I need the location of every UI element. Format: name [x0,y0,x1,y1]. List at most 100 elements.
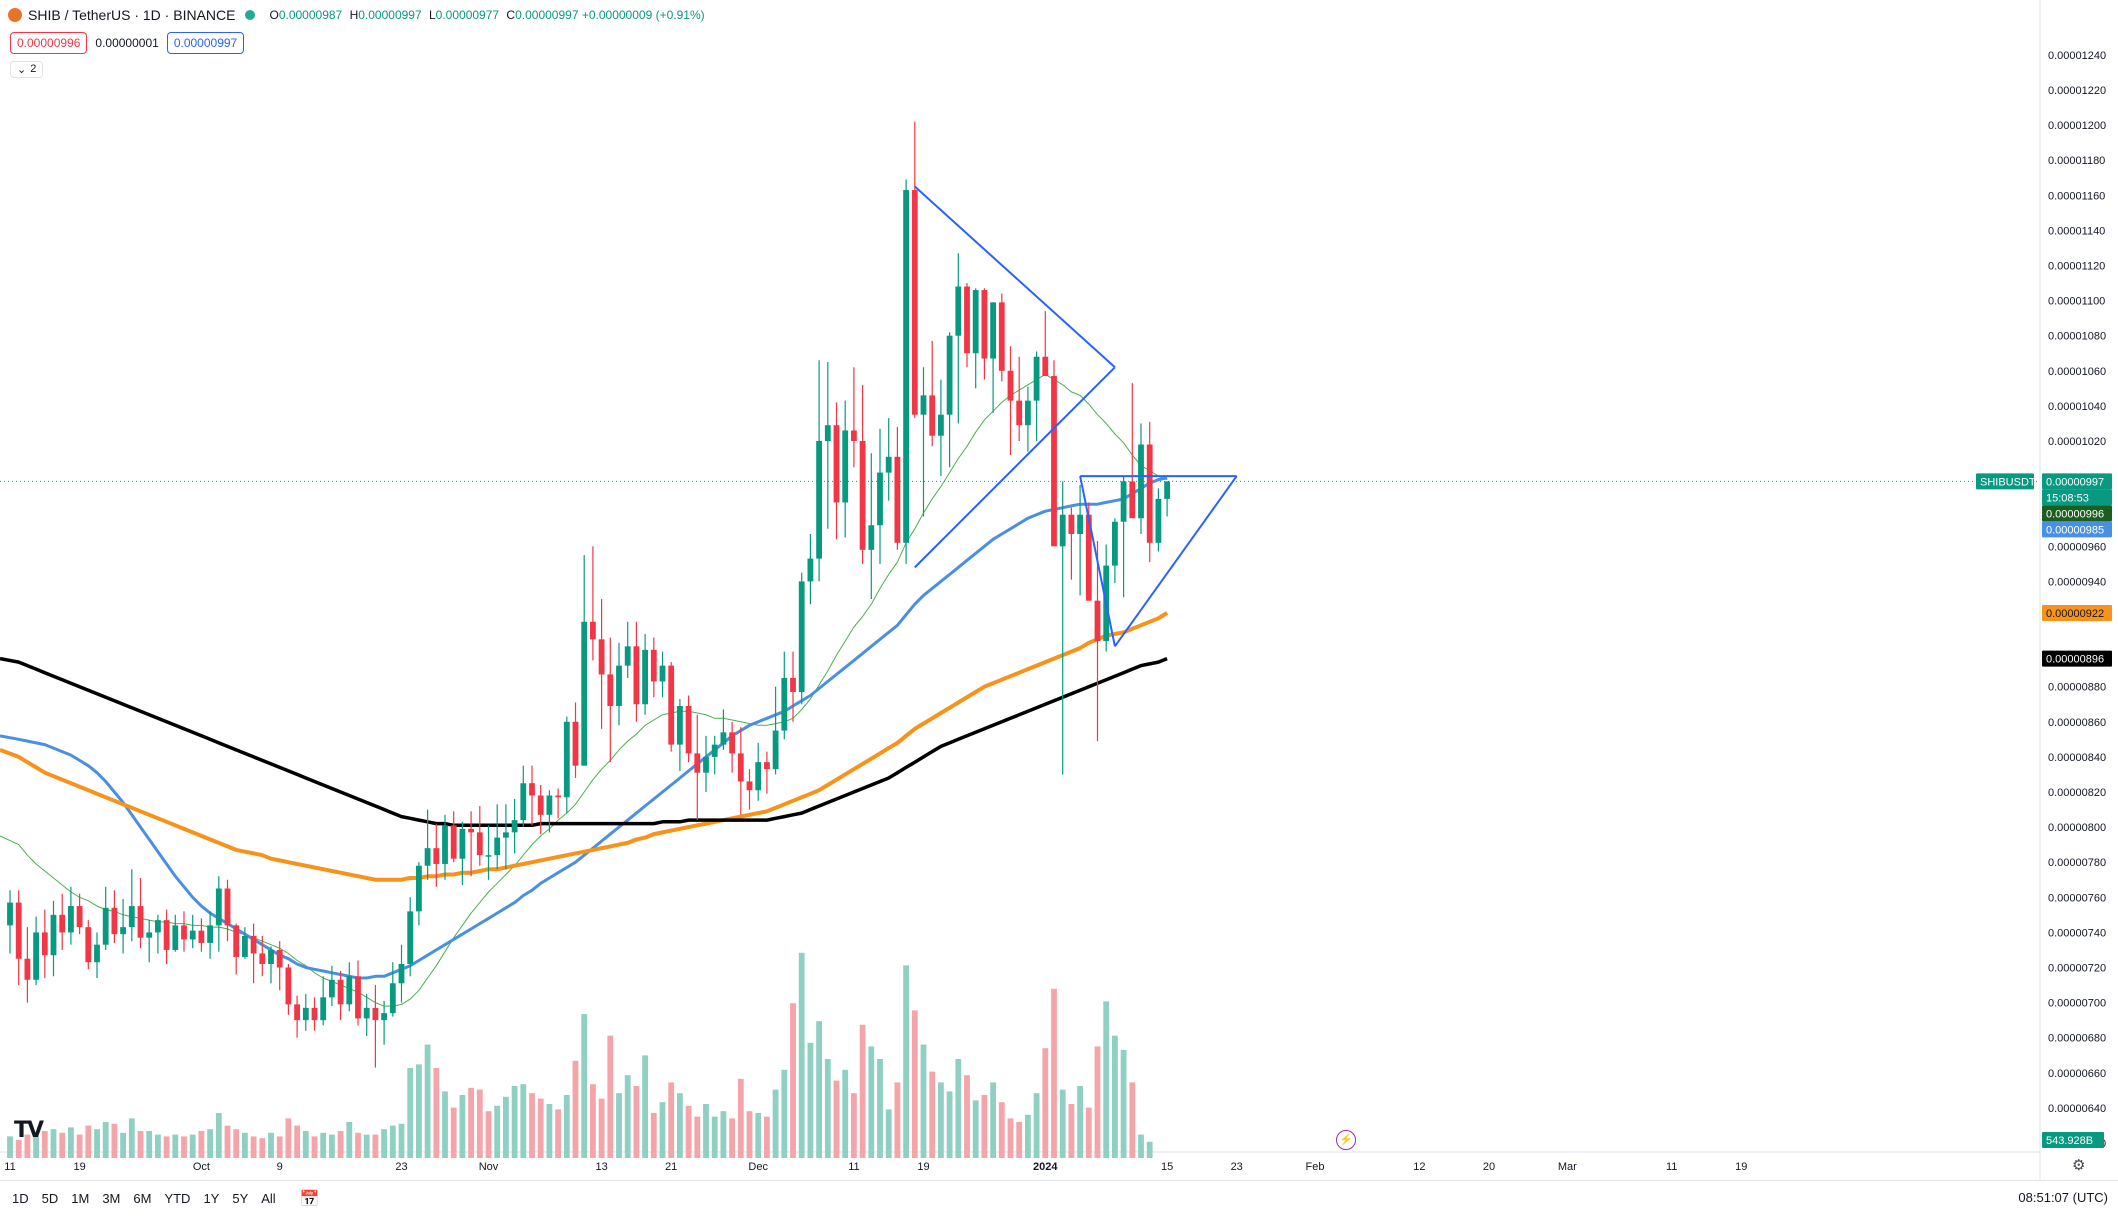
candle-body [737,753,744,782]
volume-bar [215,1113,222,1158]
volume-bar [685,1105,692,1158]
candle [285,963,292,1015]
sell-price-button[interactable]: 0.00000996 [10,32,88,54]
volume-bar [1016,1122,1023,1158]
volume-bar [1068,1104,1075,1158]
candle [485,825,492,880]
utc-clock[interactable]: 08:51:07 (UTC) [2018,1190,2108,1205]
candle [24,927,31,1003]
change-value: +0.00000009 (+0.91%) [581,8,705,22]
timeframe-ytd[interactable]: YTD [164,1191,191,1206]
candle-body [1077,514,1083,535]
symbol-title[interactable]: SHIB / TetherUS · 1D · BINANCE [28,7,236,23]
candle-body [624,646,631,666]
price-tick-label: 0.00001140 [2048,225,2105,237]
volume-bar [903,965,909,1158]
timeframe-5d[interactable]: 5D [41,1191,59,1206]
bolt-icon[interactable]: ⚡ [1336,1130,1356,1150]
price-tick-label: 0.00000780 [2048,857,2106,869]
volume-bar [624,1075,631,1158]
timeframe-1d[interactable]: 1D [12,1191,29,1206]
candle [1042,311,1049,377]
volume-bar [703,1104,709,1158]
candle-body [320,997,327,1021]
candle-body [215,888,222,926]
ma100-line [0,611,1169,882]
price-tick-label: 0.00001060 [2048,366,2106,378]
candle-body [842,430,849,503]
candle-body [720,732,727,745]
candle-body [259,953,266,964]
volume-bar [1007,1118,1014,1158]
candle [459,821,466,886]
volume-bar [485,1111,492,1158]
candle [163,909,170,964]
candle [581,555,588,766]
candle [363,993,370,1036]
candle-body [1007,370,1014,401]
volume-bar [520,1084,527,1158]
candle-body [33,932,39,980]
volume-bar [964,1075,970,1158]
candle [885,418,892,501]
candle [563,716,570,814]
candle [772,686,779,775]
countdown-tag-text: 15:08:53 [2046,492,2089,504]
timeframe-1y[interactable]: 1Y [203,1191,220,1206]
candle [1164,481,1170,517]
time-tick-label: Nov [479,1161,499,1173]
tradingview-logo[interactable]: TV [14,1118,44,1143]
candle [233,923,240,975]
shib-coin-icon [8,8,22,22]
timeframe-5y[interactable]: 5Y [232,1191,249,1206]
candle-body [337,979,344,1005]
volume-tag-bg [2042,1132,2104,1148]
candle-body [868,525,875,550]
candle-body [146,932,153,938]
time-tick-label: 15 [1161,1161,1173,1173]
candle-body [102,907,109,945]
candle [1138,423,1144,535]
date-range-icon[interactable]: 📅 [299,1190,320,1208]
timeframe-6m[interactable]: 6M [133,1191,152,1206]
volume-bar [1112,1035,1118,1158]
gear-icon[interactable]: ⚙ [2072,1157,2086,1174]
candle [833,402,840,540]
volume-bar [416,1064,422,1158]
candle-body [1094,600,1101,642]
volume-bar [172,1134,179,1158]
volume-bar [433,1068,440,1158]
volume-bar [894,1082,901,1158]
candle-body [642,649,648,705]
time-tick-label: 13 [595,1161,607,1173]
volume-bar [33,1136,39,1158]
volume-bar [511,1086,518,1158]
candle-body [572,721,579,766]
price-tick-label: 0.00000700 [2048,998,2106,1010]
volume-bar [407,1068,414,1158]
candle-body [407,911,414,964]
price-axis: 0.00001240 0.00001220 0.00001200 0.00001180… [2048,50,2106,1150]
candle-body [920,395,927,415]
candle-body [59,914,66,933]
timeframe-3m[interactable]: 3M [102,1191,121,1206]
wedge-lower [914,366,1116,569]
candle [694,714,701,821]
volume-bar [616,1093,622,1158]
volume-bar [598,1098,605,1158]
volume-tag: 543.928B [2042,1132,2104,1148]
volume-bar [911,1010,918,1158]
candle [616,642,622,726]
candle [398,944,405,1003]
timeframe-1m[interactable]: 1M [71,1191,90,1206]
candle-body [520,783,527,821]
indicators-toggle[interactable]: ⌄ 2 [10,61,44,78]
timeframe-all[interactable]: All [261,1191,276,1206]
price-tick-label: 0.00001160 [2048,190,2105,202]
candle [450,811,457,863]
buy-price-button[interactable]: 0.00000997 [166,32,245,54]
candle [764,751,770,794]
candle-body [1068,514,1075,535]
price-tick-label: 0.00000760 [2048,892,2106,904]
